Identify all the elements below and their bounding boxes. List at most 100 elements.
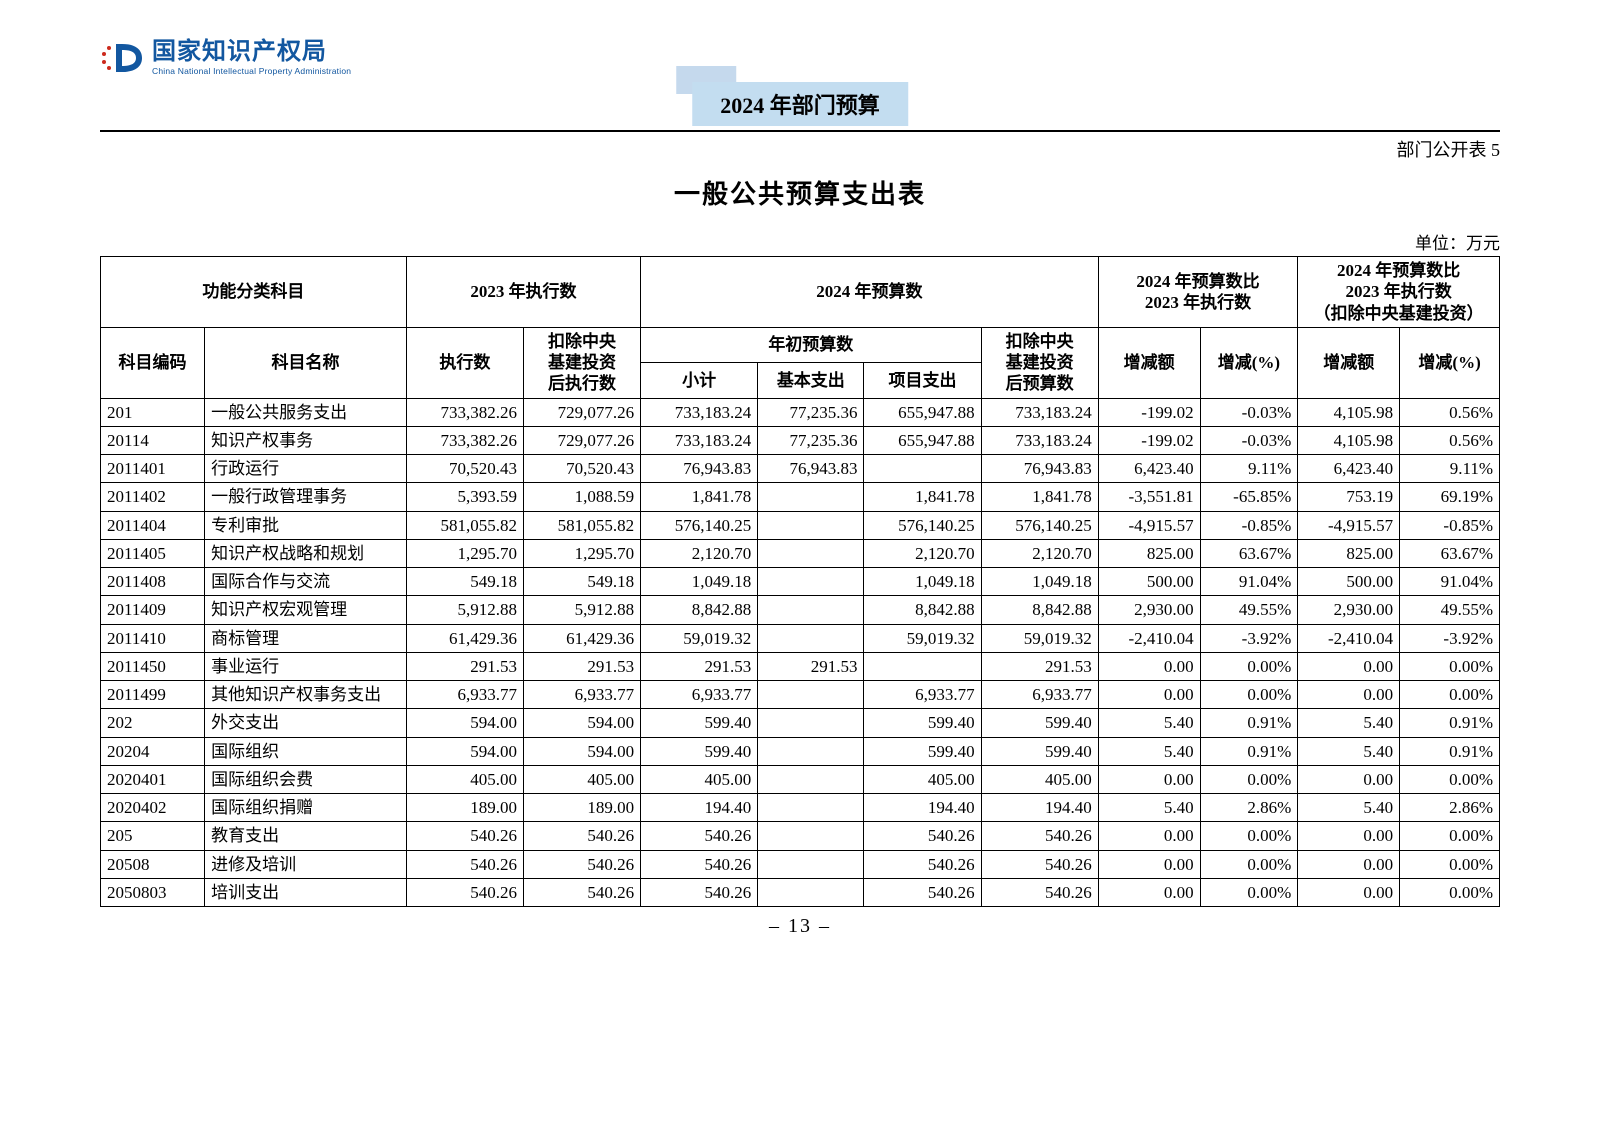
cell-value: 729,077.26 bbox=[523, 398, 640, 426]
cell-value: 1,841.78 bbox=[981, 483, 1098, 511]
cell-value: 0.00% bbox=[1400, 878, 1500, 906]
cell-value: -2,410.04 bbox=[1098, 624, 1200, 652]
cell-value: 0.00 bbox=[1098, 822, 1200, 850]
cell-code: 205 bbox=[101, 822, 205, 850]
cell-value: 0.00 bbox=[1298, 822, 1400, 850]
cell-value: 405.00 bbox=[641, 765, 758, 793]
cell-value: 0.91% bbox=[1400, 709, 1500, 737]
table-row: 2011401行政运行70,520.4370,520.4376,943.8376… bbox=[101, 455, 1500, 483]
cell-value: 594.00 bbox=[523, 737, 640, 765]
cell-value: 540.26 bbox=[406, 878, 523, 906]
cell-value bbox=[758, 850, 864, 878]
budget-table: 功能分类科目 2023 年执行数 2024 年预算数 2024 年预算数比 20… bbox=[100, 256, 1500, 907]
cell-value: 540.26 bbox=[641, 850, 758, 878]
cell-value: -2,410.04 bbox=[1298, 624, 1400, 652]
cell-value: 194.40 bbox=[864, 794, 981, 822]
th-budget-ex: 扣除中央 基建投资 后预算数 bbox=[981, 327, 1098, 398]
cell-value: -3.92% bbox=[1200, 624, 1298, 652]
cell-value: 2,120.70 bbox=[641, 539, 758, 567]
cell-value: 49.55% bbox=[1200, 596, 1298, 624]
th-name: 科目名称 bbox=[205, 327, 407, 398]
cell-code: 2050803 bbox=[101, 878, 205, 906]
cell-value bbox=[758, 596, 864, 624]
th-chg-pct-1: 增减(%) bbox=[1200, 327, 1298, 398]
cell-code: 2011402 bbox=[101, 483, 205, 511]
table-label: 部门公开表 5 bbox=[100, 136, 1500, 162]
cell-value: 0.00% bbox=[1400, 850, 1500, 878]
table-head: 功能分类科目 2023 年执行数 2024 年预算数 2024 年预算数比 20… bbox=[101, 257, 1500, 399]
cell-name: 知识产权事务 bbox=[205, 426, 407, 454]
cell-value: 540.26 bbox=[981, 878, 1098, 906]
cell-value: 4,105.98 bbox=[1298, 426, 1400, 454]
cell-value: 76,943.83 bbox=[758, 455, 864, 483]
cell-value: 61,429.36 bbox=[406, 624, 523, 652]
cell-value: 59,019.32 bbox=[981, 624, 1098, 652]
th-exec-ex: 扣除中央 基建投资 后执行数 bbox=[523, 327, 640, 398]
cell-value: -3.92% bbox=[1400, 624, 1500, 652]
cell-value: 0.00 bbox=[1298, 765, 1400, 793]
cell-value: 733,382.26 bbox=[406, 426, 523, 454]
cell-value: 0.00 bbox=[1098, 765, 1200, 793]
doc-tag-text: 2024 年部门预算 bbox=[692, 82, 908, 126]
doc-tag: 2024 年部门预算 bbox=[692, 82, 908, 126]
th-subject: 功能分类科目 bbox=[101, 257, 407, 328]
cell-value: 2,930.00 bbox=[1098, 596, 1200, 624]
cell-value bbox=[758, 483, 864, 511]
cell-value: -0.03% bbox=[1200, 426, 1298, 454]
cell-value: 0.00 bbox=[1298, 878, 1400, 906]
cell-value: 0.00% bbox=[1200, 822, 1298, 850]
cell-value: 0.00% bbox=[1400, 822, 1500, 850]
cell-value: 291.53 bbox=[406, 652, 523, 680]
cell-value: 1,049.18 bbox=[641, 568, 758, 596]
cell-value: 0.00% bbox=[1200, 652, 1298, 680]
cell-value: 5.40 bbox=[1098, 737, 1200, 765]
cell-name: 外交支出 bbox=[205, 709, 407, 737]
cell-value: 599.40 bbox=[981, 709, 1098, 737]
cell-value bbox=[758, 709, 864, 737]
cell-value: 5.40 bbox=[1298, 794, 1400, 822]
table-row: 2020401国际组织会费405.00405.00405.00405.00405… bbox=[101, 765, 1500, 793]
th-chg-pct-2: 增减(%) bbox=[1400, 327, 1500, 398]
cell-value: 0.00 bbox=[1098, 681, 1200, 709]
header-rule bbox=[100, 130, 1500, 132]
cell-value: 69.19% bbox=[1400, 483, 1500, 511]
cell-value: -0.85% bbox=[1200, 511, 1298, 539]
page-number: – 13 – bbox=[100, 915, 1500, 938]
table-row: 20114知识产权事务733,382.26729,077.26733,183.2… bbox=[101, 426, 1500, 454]
cell-value: 405.00 bbox=[523, 765, 640, 793]
cell-value: 6,933.77 bbox=[864, 681, 981, 709]
cell-value: 0.00% bbox=[1400, 652, 1500, 680]
cell-value: 0.00 bbox=[1298, 850, 1400, 878]
cell-value: -65.85% bbox=[1200, 483, 1298, 511]
table-body: 201一般公共服务支出733,382.26729,077.26733,183.2… bbox=[101, 398, 1500, 907]
cell-value: 540.26 bbox=[864, 878, 981, 906]
cell-value: 5.40 bbox=[1298, 737, 1400, 765]
cell-value: 0.00% bbox=[1200, 878, 1298, 906]
cell-code: 2011408 bbox=[101, 568, 205, 596]
cell-value: 0.00% bbox=[1400, 681, 1500, 709]
cell-value: 291.53 bbox=[523, 652, 640, 680]
unit-label: 单位：万元 bbox=[100, 229, 1500, 254]
cell-name: 专利审批 bbox=[205, 511, 407, 539]
cell-name: 商标管理 bbox=[205, 624, 407, 652]
cell-code: 20114 bbox=[101, 426, 205, 454]
cell-value: 540.26 bbox=[406, 850, 523, 878]
cell-code: 201 bbox=[101, 398, 205, 426]
cell-value: 5,912.88 bbox=[406, 596, 523, 624]
cell-value: 0.56% bbox=[1400, 398, 1500, 426]
table-row: 2050803培训支出540.26540.26540.26540.26540.2… bbox=[101, 878, 1500, 906]
th-init: 年初预算数 bbox=[641, 327, 982, 362]
cell-value: 0.91% bbox=[1200, 737, 1298, 765]
cell-value: 194.40 bbox=[641, 794, 758, 822]
cell-value bbox=[758, 794, 864, 822]
cell-value: 2.86% bbox=[1200, 794, 1298, 822]
cell-code: 2020401 bbox=[101, 765, 205, 793]
cell-value: 733,183.24 bbox=[981, 426, 1098, 454]
cell-code: 2011499 bbox=[101, 681, 205, 709]
cell-value: 1,841.78 bbox=[864, 483, 981, 511]
cell-code: 2011450 bbox=[101, 652, 205, 680]
cell-value: 0.00% bbox=[1400, 765, 1500, 793]
cell-value: 0.00% bbox=[1200, 681, 1298, 709]
cell-value: 59,019.32 bbox=[864, 624, 981, 652]
cell-value: 1,049.18 bbox=[981, 568, 1098, 596]
